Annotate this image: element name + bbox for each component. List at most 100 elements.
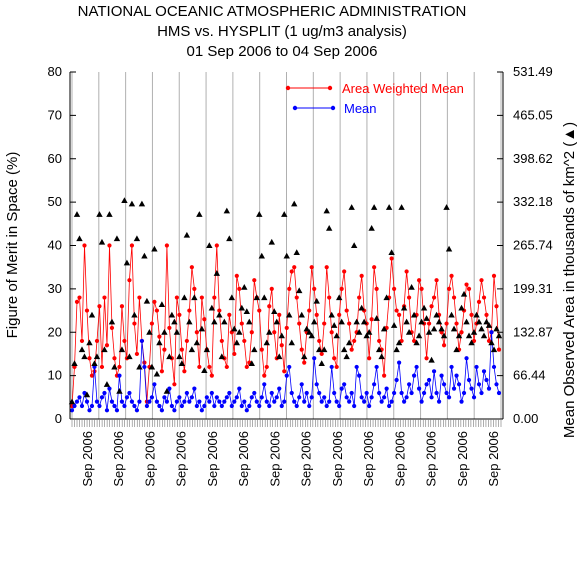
data-point-mean: [424, 382, 429, 387]
data-point-mean: [382, 395, 387, 400]
data-point-mean-observed-area: [283, 252, 290, 259]
data-point-mean: [244, 408, 249, 413]
data-point-mean-observed-area: [313, 297, 320, 304]
data-point-mean-observed-area: [256, 211, 263, 217]
data-point-area-weighted-mean: [74, 299, 80, 304]
data-point-mean-observed-area: [303, 325, 310, 332]
data-point-mean: [144, 403, 150, 409]
data-point-mean-observed-area: [196, 211, 203, 217]
data-point-mean: [327, 399, 332, 404]
data-point-mean-observed-area: [281, 211, 288, 217]
data-point-mean: [302, 399, 307, 404]
x-tick-label: Sep 2006: [361, 431, 376, 487]
data-point-area-weighted-mean: [289, 269, 294, 274]
data-point-area-weighted-mean: [277, 312, 282, 317]
data-point-mean-observed-area: [246, 318, 253, 325]
data-point-mean-observed-area: [101, 346, 108, 353]
data-point-mean: [384, 386, 389, 391]
data-point-area-weighted-mean: [94, 338, 100, 344]
data-point-mean: [441, 382, 447, 387]
data-point-mean: [429, 395, 434, 400]
y-tick-label: 30: [48, 281, 62, 296]
data-point-area-weighted-mean: [159, 369, 164, 374]
x-tick-label: Sep 2006: [299, 431, 314, 487]
data-point-mean: [277, 386, 282, 391]
data-point-mean: [104, 408, 110, 413]
data-point-mean: [284, 373, 289, 378]
data-point-mean-observed-area: [76, 235, 83, 242]
data-point-area-weighted-mean: [167, 325, 172, 331]
data-point-area-weighted-mean: [84, 308, 90, 313]
data-point-area-weighted-mean: [441, 343, 447, 348]
data-point-mean-observed-area: [108, 318, 116, 325]
data-point-mean-observed-area: [385, 204, 393, 210]
data-point-mean: [252, 390, 257, 396]
data-point-area-weighted-mean: [339, 286, 344, 291]
data-point-mean: [494, 382, 499, 387]
legend-marker-mean: [292, 105, 298, 111]
data-point-mean-observed-area: [478, 325, 485, 332]
data-point-mean-observed-area: [206, 242, 213, 249]
data-point-mean-observed-area: [448, 311, 455, 318]
data-point-area-weighted-mean: [119, 304, 125, 309]
data-point-mean: [272, 399, 277, 404]
data-point-mean-observed-area: [475, 318, 483, 325]
data-point-mean: [312, 356, 317, 361]
data-point-area-weighted-mean: [451, 295, 457, 300]
data-point-area-weighted-mean: [197, 364, 202, 370]
data-point-area-weighted-mean: [149, 321, 155, 326]
data-point-area-weighted-mean: [324, 265, 329, 270]
data-point-area-weighted-mean: [227, 312, 232, 317]
data-point-mean-observed-area: [450, 325, 458, 332]
data-point-mean-observed-area: [88, 311, 96, 318]
data-point-area-weighted-mean: [309, 265, 314, 270]
data-point-mean: [119, 399, 125, 404]
data-point-mean: [122, 403, 127, 409]
data-point-mean-observed-area: [368, 224, 375, 231]
chart-title: NATIONAL OCEANIC ATMOSPHERIC ADMINISTRAT…: [78, 3, 467, 20]
data-point-mean-observed-area: [375, 346, 383, 353]
grid-lines: [71, 72, 502, 419]
data-point-area-weighted-mean: [419, 286, 424, 291]
data-point-mean-observed-area: [468, 339, 475, 346]
data-point-mean: [292, 399, 297, 404]
data-point-mean: [319, 399, 324, 404]
data-point-mean: [189, 395, 194, 400]
data-point-area-weighted-mean: [299, 347, 304, 352]
data-point-mean-observed-area: [438, 325, 445, 332]
data-point-area-weighted-mean: [272, 330, 277, 335]
data-point-mean-observed-area: [191, 294, 198, 301]
data-point-area-weighted-mean: [479, 278, 484, 283]
data-point-mean: [362, 399, 367, 404]
data-point-mean-observed-area: [181, 294, 188, 301]
data-point-mean: [109, 399, 115, 404]
data-point-mean: [367, 403, 372, 409]
data-point-area-weighted-mean: [357, 295, 362, 300]
data-point-mean: [242, 399, 247, 404]
data-point-area-weighted-mean: [332, 356, 337, 361]
data-point-mean: [379, 399, 384, 404]
data-point-mean-observed-area: [490, 346, 498, 353]
data-point-mean-observed-area: [365, 329, 373, 335]
legend-marker-area-weighted-mean: [327, 85, 333, 91]
data-point-mean: [129, 399, 135, 404]
data-point-area-weighted-mean: [317, 338, 322, 344]
data-point-mean-observed-area: [153, 370, 161, 377]
data-point-area-weighted-mean: [187, 308, 192, 313]
data-point-mean-observed-area: [488, 339, 495, 346]
data-point-mean: [84, 399, 90, 404]
x-tick-label: Sep 2006: [486, 431, 501, 487]
data-point-mean-observed-area: [473, 311, 480, 318]
data-point-mean-observed-area: [311, 318, 318, 325]
data-point-mean-observed-area: [483, 318, 490, 325]
data-point-area-weighted-mean: [327, 295, 332, 300]
data-point-mean-observed-area: [288, 339, 295, 346]
data-point-mean-observed-area: [98, 238, 106, 245]
data-point-area-weighted-mean: [269, 286, 274, 291]
data-point-mean: [264, 399, 269, 404]
data-point-mean: [254, 399, 259, 404]
data-point-mean: [431, 369, 437, 374]
data-point-mean: [179, 403, 184, 409]
data-point-mean: [314, 382, 319, 387]
data-point-area-weighted-mean: [134, 351, 140, 357]
